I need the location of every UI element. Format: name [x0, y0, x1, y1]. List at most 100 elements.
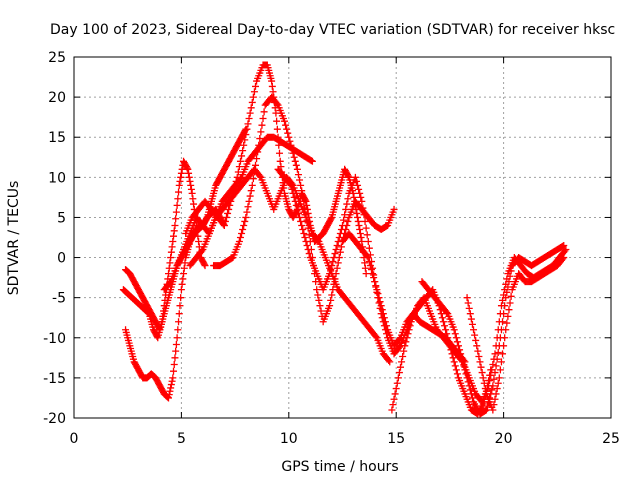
data-point	[362, 270, 370, 278]
data-point	[288, 145, 296, 153]
data-point	[442, 326, 450, 334]
data-point	[488, 386, 496, 394]
data-point	[327, 266, 335, 274]
data-point	[490, 401, 498, 409]
data-point	[466, 386, 474, 394]
data-point	[453, 338, 461, 346]
data-point	[357, 234, 365, 241]
data-point	[247, 187, 255, 195]
y-tick-label: -5	[52, 291, 66, 307]
y-axis: -20 -15 -10 -5 0 5 10 15 20 25	[43, 50, 611, 427]
series-trace-j	[388, 246, 570, 414]
data-point	[370, 274, 378, 282]
data-point	[437, 310, 445, 318]
series-trace-f	[186, 165, 394, 366]
data-point	[340, 216, 348, 224]
data-point	[181, 259, 189, 267]
data-point	[463, 294, 471, 302]
data-point	[405, 326, 413, 334]
data-point	[374, 294, 382, 302]
data-point	[403, 334, 411, 342]
data-point	[250, 168, 258, 176]
data-point	[358, 238, 366, 246]
data-point	[242, 213, 250, 221]
data-point	[388, 406, 396, 414]
data-point	[180, 270, 188, 278]
data-point	[176, 177, 184, 185]
data-point	[287, 141, 295, 149]
data-point	[341, 211, 349, 219]
data-point	[232, 177, 240, 185]
data-point	[470, 326, 478, 334]
data-point	[288, 185, 296, 193]
data-point	[268, 77, 276, 85]
data-point	[500, 310, 508, 318]
data-point	[299, 192, 307, 200]
data-point	[503, 288, 511, 296]
data-point	[238, 229, 246, 237]
data-point	[479, 374, 487, 382]
data-point	[301, 204, 309, 212]
data-point	[331, 250, 339, 258]
data-point	[506, 299, 514, 307]
x-tick-label: 20	[495, 431, 513, 447]
data-point	[293, 165, 301, 173]
data-point	[175, 181, 183, 189]
data-point	[183, 164, 191, 172]
data-point	[245, 197, 253, 205]
data-point	[376, 298, 384, 306]
data-point	[500, 342, 508, 350]
y-tick-label: -10	[43, 331, 66, 347]
data-point	[166, 259, 174, 267]
data-point	[358, 197, 366, 205]
data-point	[177, 169, 185, 177]
data-point	[236, 175, 244, 183]
data-point	[494, 348, 502, 356]
data-point	[224, 209, 232, 217]
data-point	[450, 326, 458, 334]
data-point	[287, 181, 295, 189]
data-point	[493, 355, 501, 363]
data-point	[242, 131, 250, 139]
series-trace-g	[210, 93, 398, 326]
data-point	[477, 363, 485, 371]
data-point	[200, 260, 208, 268]
data-point	[235, 238, 243, 246]
data-point	[356, 229, 364, 237]
data-point	[282, 121, 290, 129]
plot-frame	[73, 56, 612, 419]
data-point	[502, 326, 510, 334]
data-point	[239, 225, 247, 233]
data-point	[172, 347, 180, 355]
x-axis: 0 5 10 15 20 25	[70, 57, 620, 447]
data-point	[468, 320, 476, 328]
y-tick-label: 5	[57, 210, 66, 226]
data-point	[386, 358, 394, 366]
data-point	[173, 201, 181, 209]
data-point	[177, 286, 185, 294]
data-point	[291, 157, 299, 165]
data-point	[456, 346, 464, 354]
data-point	[373, 288, 381, 296]
data-point	[489, 406, 497, 414]
data-point	[258, 121, 266, 129]
y-tick-label: -20	[43, 411, 66, 427]
data-point	[486, 377, 494, 385]
data-point	[489, 361, 497, 369]
data-point	[329, 286, 337, 294]
data-point	[198, 247, 206, 255]
data-point	[296, 176, 304, 184]
x-tick-label: 15	[387, 431, 405, 447]
data-point	[297, 181, 305, 189]
data-point	[461, 366, 469, 374]
data-point	[351, 173, 359, 181]
data-point	[169, 238, 177, 246]
data-point	[481, 385, 489, 393]
data-point	[190, 200, 198, 208]
data-point	[467, 315, 475, 323]
data-point	[327, 296, 335, 304]
data-point	[395, 369, 403, 377]
data-point	[443, 330, 451, 338]
data-point	[361, 217, 369, 225]
data-point	[294, 209, 302, 217]
